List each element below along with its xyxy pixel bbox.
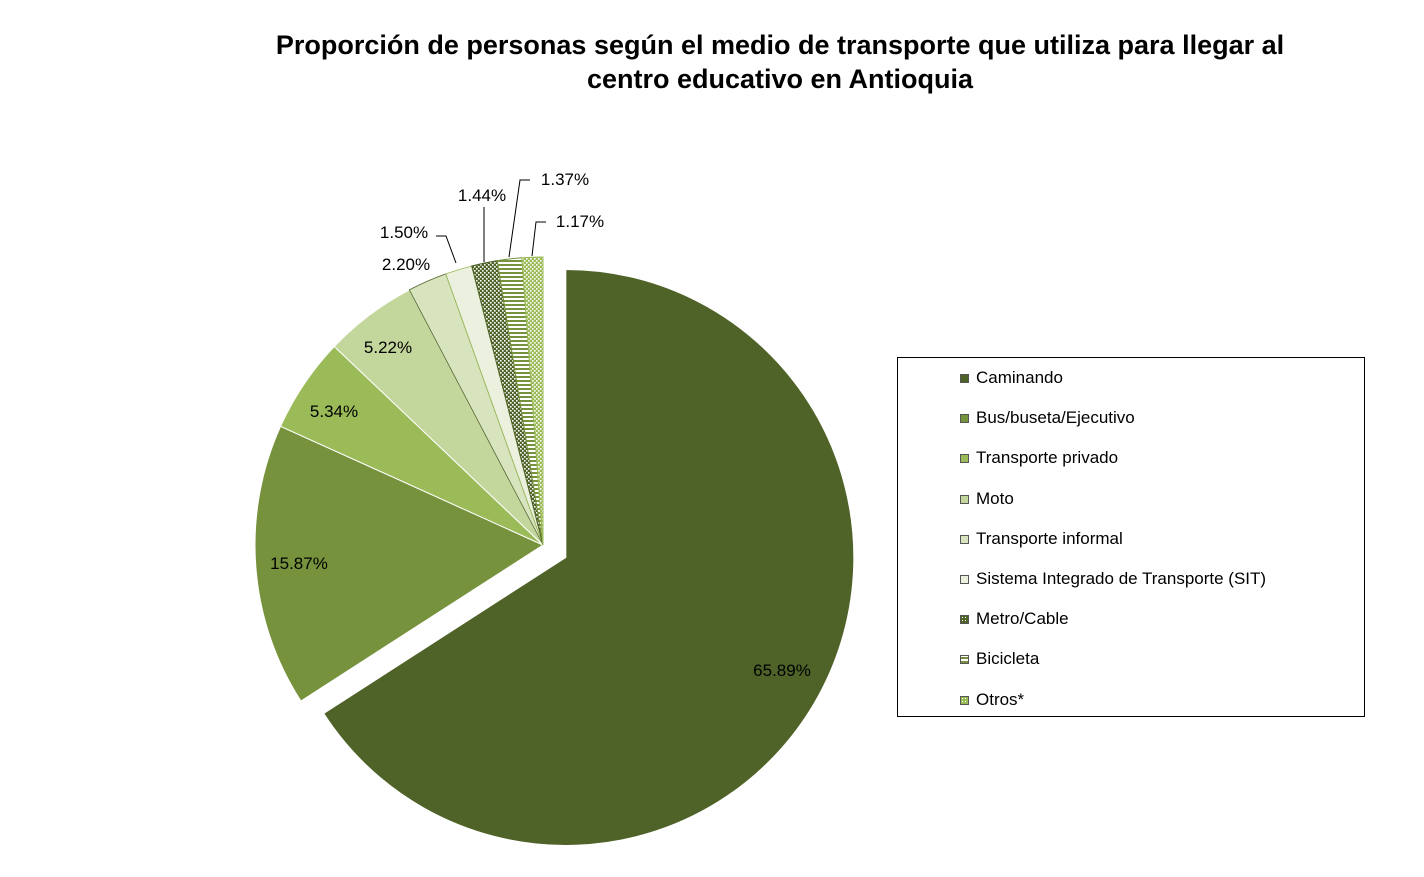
legend-label: Sistema Integrado de Transporte (SIT): [976, 569, 1267, 588]
data-label-metro-cable: 1.44%: [458, 186, 506, 205]
legend-label: Transporte informal: [976, 528, 1123, 548]
legend-swatch: [960, 414, 969, 424]
legend-label: Otros*: [976, 689, 1025, 709]
legend-swatch: [960, 494, 969, 504]
legend-swatch: [960, 374, 969, 383]
chart-title-line-2: centro educativo en Antioquia: [586, 64, 974, 94]
chart-legend: Caminando Bus/buseta/Ejecutivo Transporte …: [897, 357, 1365, 717]
data-label-sistema-integrado-de-transporte-sit: 1.50%: [380, 223, 428, 242]
data-label-caminando: 65.89%: [753, 661, 811, 680]
legend-swatch: [960, 454, 969, 464]
legend-swatch: [960, 655, 969, 665]
pie-slice-caminando: [323, 268, 855, 846]
legend-label: Bus/buseta/Ejecutivo: [976, 408, 1135, 428]
legend-label: Caminando: [976, 368, 1063, 387]
leader-line-otros: [531, 221, 546, 257]
leader-line-bicicleta: [508, 179, 530, 258]
legend-swatch: [960, 695, 969, 705]
legend-label: Moto: [976, 488, 1014, 508]
data-label-transporte-privado: 5.34%: [310, 402, 358, 421]
chart-title-line-1: Proporción de personas según el medio de…: [275, 30, 1285, 60]
data-label-transporte-informal: 2.20%: [382, 255, 430, 274]
legend-swatch: [960, 575, 969, 584]
leader-line-sistema-integrado-de-transporte-sit: [436, 235, 457, 264]
legend-label: Bicicleta: [976, 649, 1040, 669]
data-label-moto: 5.22%: [364, 338, 412, 357]
chart-title: Proporción de personas según el medio de…: [180, 28, 1380, 96]
legend-label: Transporte privado: [976, 448, 1119, 468]
data-label-otros: 1.17%: [556, 212, 604, 231]
data-label-bicicleta: 1.37%: [541, 170, 589, 189]
legend-swatch: [960, 534, 969, 544]
pie-slice-bus-buseta-ejecutivo: [254, 425, 545, 702]
legend-swatch: [960, 615, 969, 625]
pie-slice-otros: [521, 256, 544, 546]
legend-label: Metro/Cable: [976, 609, 1069, 629]
data-label-bus-buseta-ejecutivo: 15.87%: [270, 554, 328, 573]
